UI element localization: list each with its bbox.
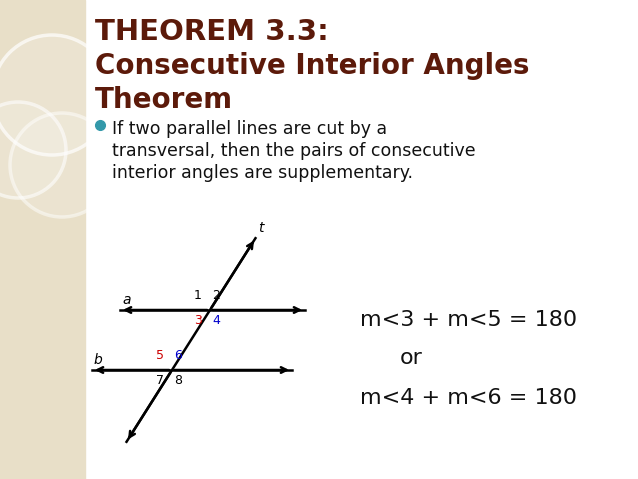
Text: m<3 + m<5 = 180: m<3 + m<5 = 180 (360, 310, 577, 330)
Text: a: a (122, 293, 131, 307)
Bar (0, 0, 85, 479)
Text: 4: 4 (212, 314, 220, 327)
Text: 6: 6 (174, 349, 182, 362)
Text: transversal, then the pairs of consecutive: transversal, then the pairs of consecuti… (112, 142, 475, 160)
Circle shape (10, 113, 114, 217)
Text: or: or (400, 348, 423, 368)
Text: 5: 5 (156, 349, 164, 362)
Text: interior angles are supplementary.: interior angles are supplementary. (112, 164, 413, 182)
Text: 2: 2 (212, 289, 220, 302)
Text: 3: 3 (194, 314, 202, 327)
Text: 1: 1 (194, 289, 202, 302)
Text: t: t (258, 221, 264, 235)
Circle shape (0, 35, 112, 155)
Text: b: b (94, 353, 103, 367)
Text: THEOREM 3.3:: THEOREM 3.3: (95, 18, 329, 46)
Text: 7: 7 (156, 374, 164, 387)
Text: Theorem: Theorem (95, 86, 233, 114)
Text: If two parallel lines are cut by a: If two parallel lines are cut by a (112, 120, 387, 138)
Circle shape (0, 102, 66, 198)
Text: Consecutive Interior Angles: Consecutive Interior Angles (95, 52, 530, 80)
Text: m<4 + m<6 = 180: m<4 + m<6 = 180 (360, 388, 577, 408)
Text: 8: 8 (174, 374, 182, 387)
